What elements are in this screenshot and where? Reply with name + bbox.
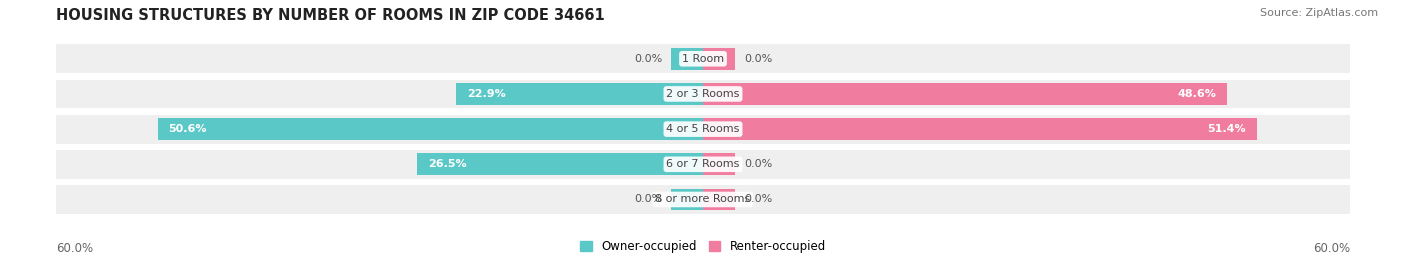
- Text: 0.0%: 0.0%: [744, 54, 772, 64]
- Bar: [56, 150, 1350, 179]
- Text: 60.0%: 60.0%: [1313, 242, 1350, 255]
- Bar: [56, 185, 1350, 214]
- Bar: [157, 118, 703, 140]
- Text: 0.0%: 0.0%: [744, 194, 772, 204]
- Text: 0.0%: 0.0%: [744, 159, 772, 169]
- Bar: [56, 80, 1350, 108]
- Text: 48.6%: 48.6%: [1177, 89, 1216, 99]
- Bar: [671, 189, 703, 210]
- Bar: [703, 83, 1227, 105]
- Bar: [418, 153, 703, 175]
- Text: 0.0%: 0.0%: [634, 54, 662, 64]
- Bar: [56, 44, 1350, 73]
- Text: 51.4%: 51.4%: [1208, 124, 1246, 134]
- Text: 6 or 7 Rooms: 6 or 7 Rooms: [666, 159, 740, 169]
- Text: 4 or 5 Rooms: 4 or 5 Rooms: [666, 124, 740, 134]
- Text: 1 Room: 1 Room: [682, 54, 724, 64]
- Bar: [456, 83, 703, 105]
- Bar: [56, 115, 1350, 144]
- Text: 8 or more Rooms: 8 or more Rooms: [655, 194, 751, 204]
- Text: 22.9%: 22.9%: [467, 89, 506, 99]
- Bar: [703, 48, 735, 70]
- Bar: [703, 118, 1257, 140]
- Text: 0.0%: 0.0%: [634, 194, 662, 204]
- Bar: [703, 153, 735, 175]
- Text: HOUSING STRUCTURES BY NUMBER OF ROOMS IN ZIP CODE 34661: HOUSING STRUCTURES BY NUMBER OF ROOMS IN…: [56, 8, 605, 23]
- Bar: [703, 189, 735, 210]
- Text: 60.0%: 60.0%: [56, 242, 93, 255]
- Text: 50.6%: 50.6%: [169, 124, 207, 134]
- Text: 26.5%: 26.5%: [429, 159, 467, 169]
- Legend: Owner-occupied, Renter-occupied: Owner-occupied, Renter-occupied: [575, 235, 831, 258]
- Bar: [671, 48, 703, 70]
- Text: 2 or 3 Rooms: 2 or 3 Rooms: [666, 89, 740, 99]
- Text: Source: ZipAtlas.com: Source: ZipAtlas.com: [1260, 8, 1378, 18]
